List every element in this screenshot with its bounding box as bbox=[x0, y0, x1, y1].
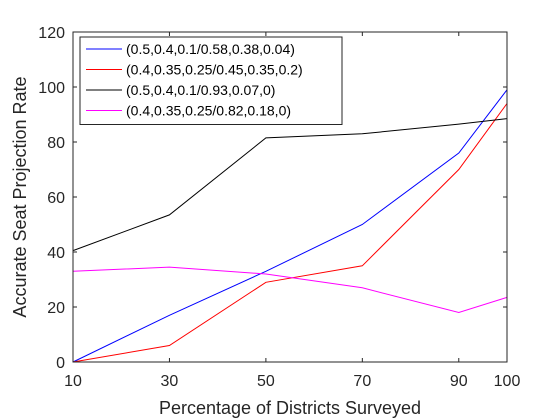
y-axis-title: Accurate Seat Projection Rate bbox=[10, 76, 30, 317]
x-tick-label: 100 bbox=[494, 373, 521, 390]
legend-label-2: (0.4,0.35,0.25/0.45,0.35,0.2) bbox=[126, 62, 303, 78]
axes: 10 30 50 70 90 100 0 20 40 60 80 100 120 bbox=[38, 25, 520, 390]
y-tick-label: 80 bbox=[47, 135, 65, 152]
legend: (0.5,0.4,0.1/0.58,0.38,0.04) (0.4,0.35,0.… bbox=[79, 36, 343, 125]
y-tick-label: 0 bbox=[56, 355, 65, 372]
series-line-3 bbox=[72, 118, 508, 252]
legend-label-4: (0.4,0.35,0.25/0.82,0.18,0) bbox=[126, 103, 291, 119]
x-axis-title: Percentage of Districts Surveyed bbox=[159, 398, 421, 418]
y-tick-label: 100 bbox=[38, 80, 65, 97]
series-line-1 bbox=[72, 89, 508, 363]
y-tick-label: 40 bbox=[47, 245, 65, 262]
plot-area bbox=[72, 89, 508, 363]
x-tick-label: 10 bbox=[64, 373, 82, 390]
x-tick-label: 70 bbox=[353, 373, 371, 390]
legend-label-3: (0.5,0.4,0.1/0.93,0.07,0) bbox=[126, 82, 275, 98]
series-line-4 bbox=[72, 266, 508, 314]
y-tick-label: 120 bbox=[38, 25, 65, 42]
legend-box bbox=[79, 36, 343, 125]
x-tick-label: 50 bbox=[257, 373, 275, 390]
x-tick-label: 90 bbox=[450, 373, 468, 390]
series-line-2 bbox=[72, 103, 508, 363]
y-tick-label: 60 bbox=[47, 190, 65, 207]
y-tick-label: 20 bbox=[47, 300, 65, 317]
x-tick-label: 30 bbox=[161, 373, 179, 390]
legend-label-1: (0.5,0.4,0.1/0.58,0.38,0.04) bbox=[126, 41, 295, 57]
